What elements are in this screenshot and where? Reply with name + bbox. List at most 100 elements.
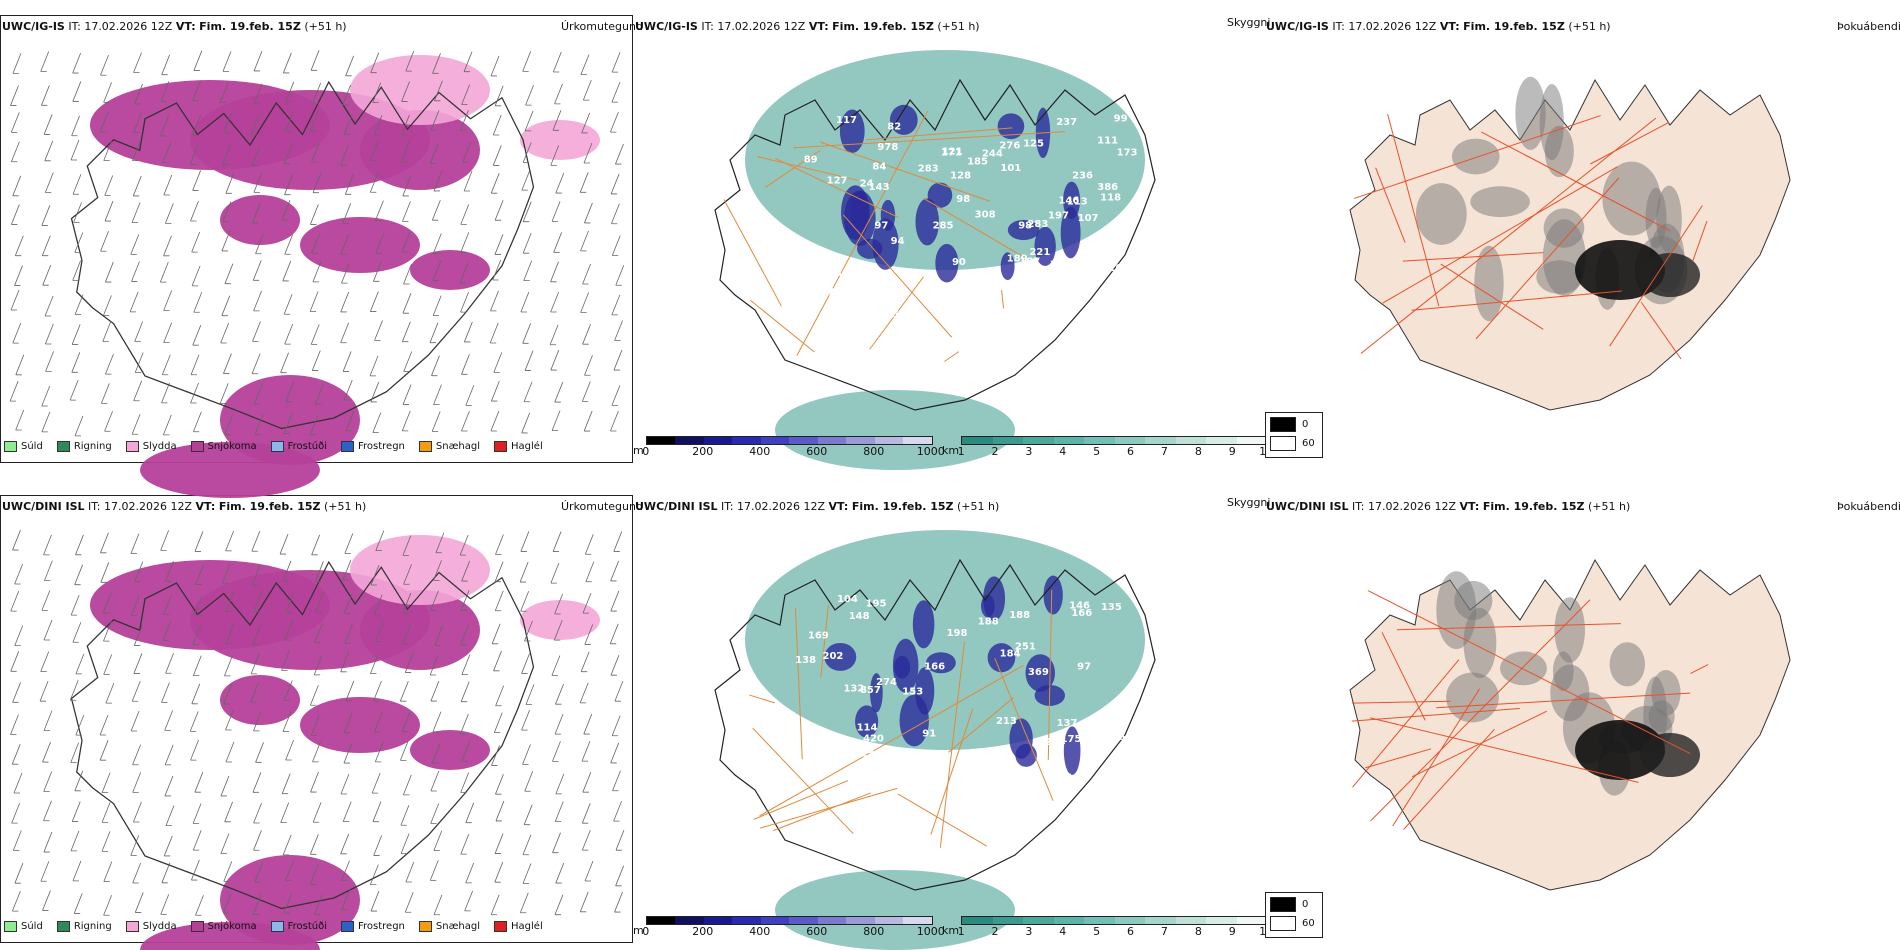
- wind-barb: [100, 562, 110, 583]
- wind-barb: [40, 651, 50, 673]
- snow-area: [410, 250, 490, 290]
- road: [1375, 167, 1406, 243]
- wind-barb: [430, 680, 440, 702]
- road: [1367, 590, 1691, 755]
- sleet-area: [520, 600, 600, 640]
- wind-barb: [285, 111, 294, 132]
- snow-area: [220, 855, 360, 945]
- wind-barb: [553, 232, 563, 253]
- wind-barb: [311, 350, 321, 371]
- visibility-label: 172: [961, 764, 982, 775]
- fog-map-row1: [1349, 76, 1791, 411]
- wind-barb: [72, 622, 82, 643]
- wind-barb: [370, 52, 380, 74]
- fog-map-row2: [1349, 559, 1791, 891]
- legend-item: Snæhagl: [418, 921, 480, 932]
- wind-barb: [192, 411, 202, 433]
- visibility-label: 99: [1114, 114, 1128, 125]
- legend-label: Frostúði: [287, 441, 327, 452]
- wind-barb: [160, 530, 170, 551]
- snow-area: [220, 195, 300, 245]
- wind-barb: [584, 624, 594, 645]
- wind-barb: [522, 834, 532, 856]
- wind-barb: [460, 232, 470, 253]
- wind-barb: [44, 140, 54, 162]
- wind-barb: [309, 204, 319, 225]
- visibility-label: 111: [1097, 135, 1118, 146]
- wind-barb: [580, 54, 590, 76]
- colorbar-tick: 9: [1228, 925, 1236, 938]
- wind-barb: [434, 625, 444, 646]
- colorbar-tick: 3: [1025, 445, 1033, 458]
- wind-barb: [163, 322, 173, 343]
- visibility-label: 148: [849, 611, 870, 622]
- wind-barb: [490, 410, 500, 432]
- wind-barb: [159, 261, 169, 283]
- wind-barb: [99, 714, 109, 736]
- wind-barb: [404, 892, 414, 913]
- colorbar-tick: 0: [642, 445, 650, 458]
- wind-barb: [400, 805, 410, 826]
- wind-barb: [612, 770, 621, 792]
- wind-barb: [614, 891, 623, 913]
- wind-barb: [495, 774, 504, 795]
- wind-barb: [341, 889, 350, 911]
- wind-barb: [250, 681, 260, 703]
- road: [923, 197, 1026, 259]
- colorbar-unit: m: [633, 924, 644, 937]
- wind-barb: [615, 265, 625, 286]
- wind-barb: [163, 594, 172, 615]
- road: [1609, 205, 1703, 347]
- visibility-label: 114: [857, 723, 878, 734]
- legend-swatch: [418, 921, 432, 932]
- wind-barb: [103, 654, 113, 675]
- wind-barb: [461, 560, 471, 582]
- wind-barb: [403, 263, 412, 285]
- colorbar-height-row2: m 0 200 400 600 800 1000: [633, 916, 945, 939]
- wind-barb: [492, 259, 502, 281]
- visibility-label: 276: [999, 141, 1020, 152]
- colorbar-tick: 5: [1093, 445, 1101, 458]
- wind-barb: [130, 835, 140, 856]
- wind-barb: [491, 380, 500, 402]
- wind-barb: [251, 531, 261, 552]
- visibility-label: 117: [836, 115, 857, 126]
- legend-swatch: [341, 441, 354, 452]
- wind-barb: [615, 865, 624, 887]
- wind-barb: [403, 351, 413, 372]
- wind-barb: [225, 623, 235, 645]
- visibility-label: 213: [996, 716, 1017, 727]
- wind-barb: [192, 655, 202, 677]
- road: [1352, 700, 1451, 704]
- vis-name-row2: Skyggni: [1227, 496, 1271, 509]
- wind-barb: [160, 81, 170, 102]
- wind-barb: [583, 410, 593, 432]
- visibility-label: 203: [872, 772, 893, 783]
- visibility-label: 244: [982, 149, 1003, 160]
- wind-barb: [581, 740, 591, 762]
- wind-barb: [435, 532, 445, 554]
- wind-barb: [221, 295, 231, 317]
- wind-barb: [103, 861, 113, 883]
- low-visibility-area: [892, 638, 919, 693]
- visibility-label: 185: [967, 157, 988, 168]
- wind-barb: [161, 382, 170, 404]
- wind-barb: [370, 890, 380, 912]
- road: [773, 792, 871, 832]
- wind-barb: [130, 533, 140, 554]
- wind-barb: [253, 83, 263, 105]
- fog-title-row1: UWC/IG-IS IT: 17.02.2026 12Z VT: Fim. 19…: [1266, 20, 1611, 33]
- wind-barb: [492, 114, 502, 136]
- road: [749, 694, 775, 704]
- road: [944, 351, 959, 362]
- wind-barb: [193, 594, 203, 616]
- visibility-label: 91: [922, 729, 936, 740]
- visibility-label: 153: [902, 686, 923, 697]
- wind-barb: [11, 141, 20, 163]
- wind-barb: [494, 833, 504, 854]
- wind-barb: [524, 350, 534, 371]
- wind-barb: [134, 561, 144, 583]
- low-visibility-area: [1063, 726, 1081, 775]
- wind-barb: [252, 202, 261, 224]
- legend-swatch: [341, 921, 354, 932]
